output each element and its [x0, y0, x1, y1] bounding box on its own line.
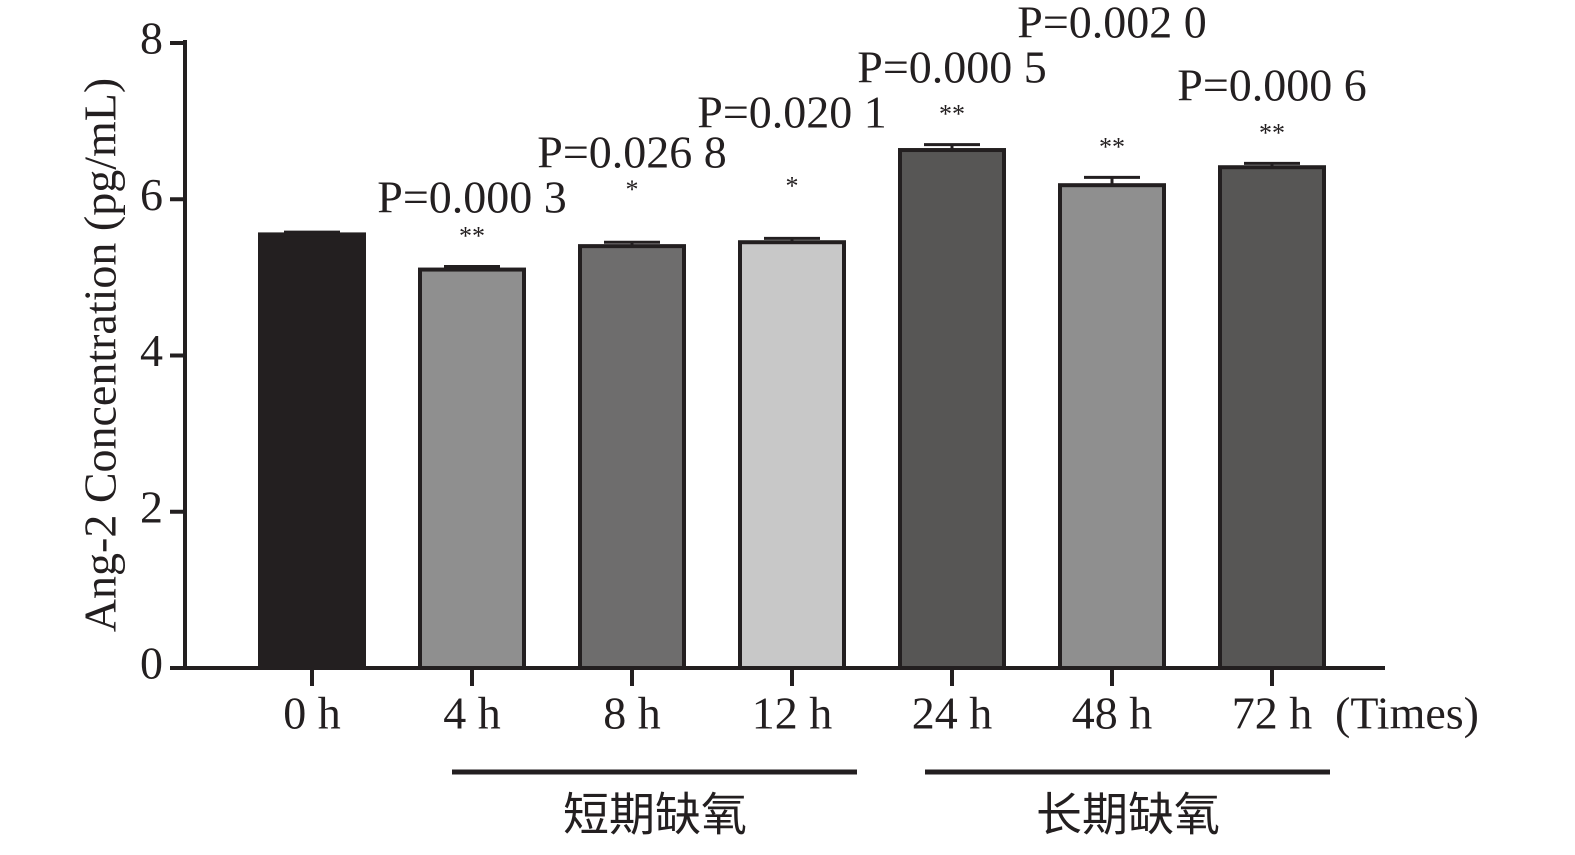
- p-value-label: P=0.026 8: [537, 127, 727, 178]
- p-value-label: P=0.000 6: [1177, 60, 1367, 111]
- x-tick-label: 8 h: [603, 688, 661, 739]
- p-value-label: P=0.020 1: [697, 87, 887, 138]
- x-tick-label: 12 h: [752, 688, 833, 739]
- x-tick-label: 48 h: [1072, 688, 1153, 739]
- group-label: 长期缺氧: [1036, 790, 1220, 841]
- bar: [258, 232, 366, 670]
- bar: [418, 267, 526, 670]
- y-tick-label: 6: [140, 169, 163, 220]
- significance-label: **: [459, 221, 485, 250]
- x-tick-label: 0 h: [283, 688, 341, 739]
- y-tick-label: 4: [140, 325, 163, 376]
- x-tick-label: 4 h: [443, 688, 501, 739]
- p-value-label: P=0.000 3: [377, 172, 567, 223]
- x-tick-label: 24 h: [912, 688, 993, 739]
- bar: [898, 148, 1006, 670]
- significance-label: **: [1259, 118, 1285, 147]
- bar: [578, 244, 686, 670]
- x-tick-label: 72 h: [1232, 688, 1313, 739]
- y-tick-label: 8: [140, 13, 163, 64]
- p-value-label: P=0.000 5: [857, 42, 1047, 93]
- y-tick-label: 0: [140, 638, 163, 689]
- x-axis-label: (Times): [1335, 688, 1479, 739]
- group-label: 短期缺氧: [563, 790, 747, 841]
- bar: [738, 240, 846, 670]
- y-tick-label: 2: [140, 481, 163, 532]
- significance-label: **: [1099, 132, 1125, 161]
- significance-label: **: [939, 100, 965, 129]
- bar: [1058, 183, 1166, 670]
- p-value-label: P=0.002 0: [1017, 0, 1207, 48]
- bar: [1218, 165, 1326, 670]
- y-axis-label: Ang-2 Concentration (pg/mL): [75, 78, 126, 632]
- significance-label: *: [626, 175, 639, 204]
- significance-label: *: [786, 171, 799, 200]
